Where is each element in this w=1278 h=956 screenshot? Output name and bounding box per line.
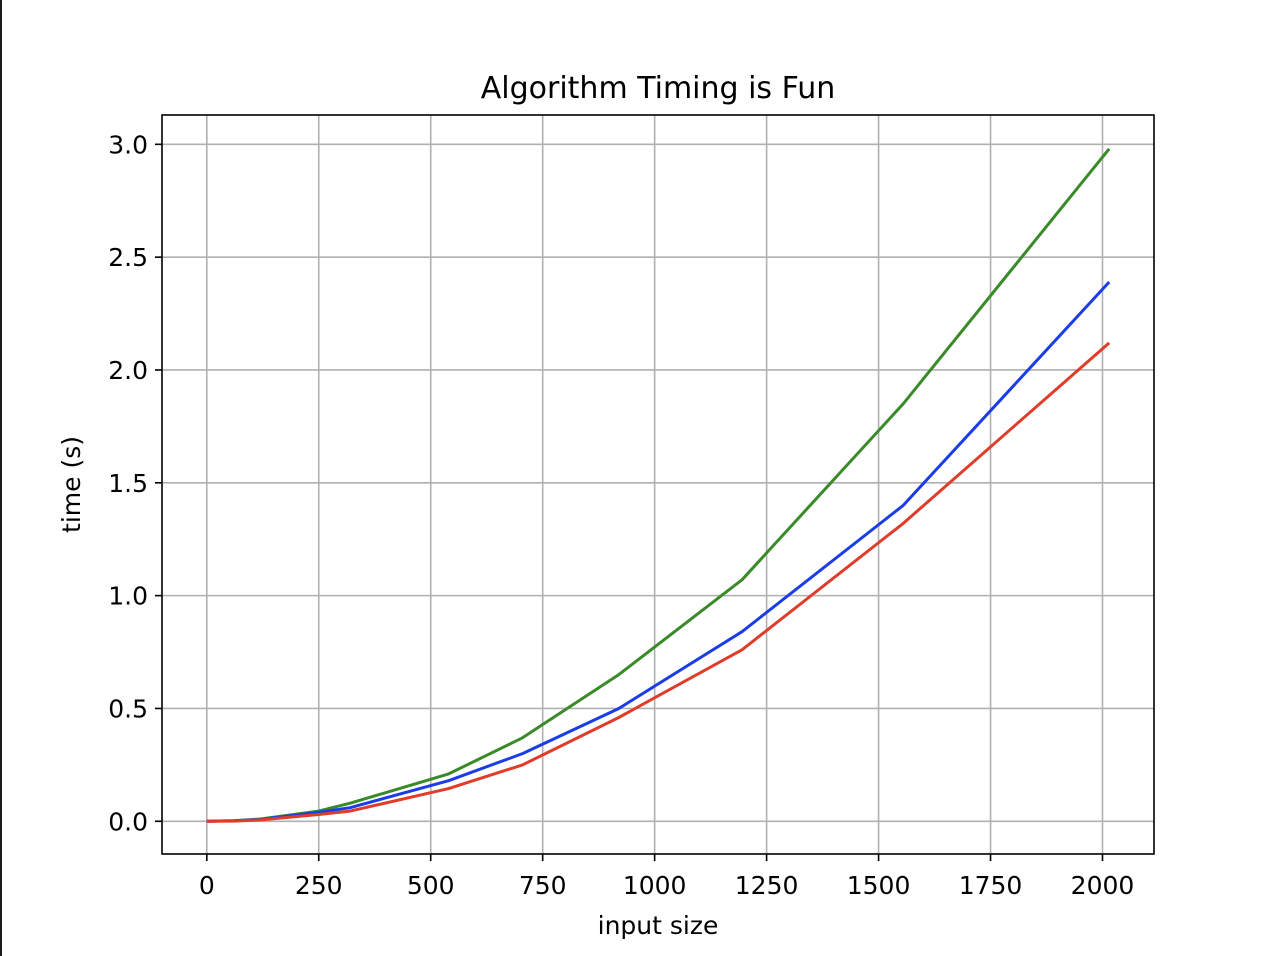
y-tick-label: 0.0: [108, 807, 148, 836]
series-line-2: [206, 280, 1111, 823]
series-line-3: [206, 341, 1111, 823]
chart-title: Algorithm Timing is Fun: [481, 71, 836, 106]
y-tick-label: 3.0: [108, 130, 148, 159]
x-tick-label: 1000: [623, 871, 687, 900]
x-tick-label: 1750: [959, 871, 1023, 900]
x-tick-label: 0: [199, 871, 215, 900]
x-tick-label: 500: [407, 871, 455, 900]
x-tick-label: 1250: [735, 871, 799, 900]
y-tick-label: 1.0: [108, 582, 148, 611]
x-tick-label: 750: [519, 871, 567, 900]
x-axis-ticks: 0 250 500 750 1000 1250 1500 1750 2000: [199, 854, 1134, 900]
y-axis-ticks: 0.0 0.5 1.0 1.5 2.0 2.5 3.0: [108, 130, 162, 836]
y-tick-label: 1.5: [108, 469, 148, 498]
y-axis-label: time (s): [57, 436, 86, 533]
y-tick-label: 0.5: [108, 694, 148, 723]
y-tick-label: 2.0: [108, 356, 148, 385]
x-tick-label: 1500: [847, 871, 911, 900]
series-layer: [206, 147, 1111, 823]
y-tick-label: 2.5: [108, 243, 148, 272]
series-line-1: [206, 147, 1111, 823]
x-tick-label: 250: [295, 871, 343, 900]
plot-frame: [161, 114, 1155, 855]
window-edge: [0, 0, 2, 956]
x-axis-label: input size: [598, 911, 719, 940]
grid: [162, 115, 1154, 854]
x-tick-label: 2000: [1071, 871, 1135, 900]
